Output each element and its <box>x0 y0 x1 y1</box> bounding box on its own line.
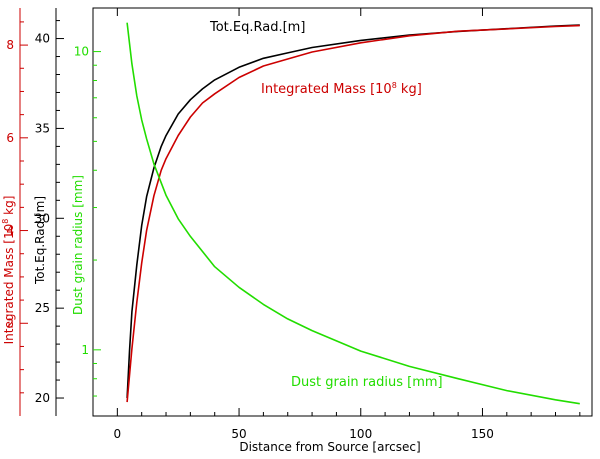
mass-axis-title-prefix: Integrated Mass [10 <box>2 224 16 345</box>
radius-series-label: Tot.Eq.Rad.[m] <box>209 20 305 35</box>
radius-tick-label: 30 <box>35 211 50 225</box>
mass-tick-label: 4 <box>6 224 14 238</box>
plot-frame <box>92 7 593 417</box>
mass-series-label-exp: 8 <box>392 81 397 90</box>
mass-series-label: Integrated Mass [108 kg] <box>261 81 422 97</box>
mass-tick-label: 6 <box>6 131 14 145</box>
radius-tick-label: 25 <box>35 301 50 315</box>
radius-tick-label: 40 <box>35 32 50 46</box>
x-tick-label: 0 <box>114 427 122 441</box>
mass-axis-title-exp: 8 <box>1 219 10 224</box>
mass-tick-label: 8 <box>6 38 14 52</box>
grain-tick-label: 1 <box>81 343 89 357</box>
grain-axis-title: Dust grain radius [mm] <box>71 175 85 315</box>
radius-axis-title: Tot.Eq.Rad.[m] <box>33 196 47 285</box>
series-line-mass <box>126 24 580 403</box>
radius-tick-label: 35 <box>35 121 50 135</box>
axis-lines <box>19 7 593 417</box>
x-tick-label: 150 <box>471 427 494 441</box>
mass-axis-title: Integrated Mass [108 kg] <box>1 196 16 345</box>
curves <box>126 22 580 405</box>
x-tick-label: 50 <box>231 427 246 441</box>
mass-series-label-prefix: Integrated Mass [10 <box>261 82 392 97</box>
ticks: 0 50 100 150 20 25 30 35 40 2 4 6 8 1 10 <box>6 8 581 441</box>
grain-series-label: Dust grain radius [mm] <box>291 375 443 390</box>
x-axis-title: Distance from Source [arcsec] <box>239 440 420 454</box>
grain-tick-label: 10 <box>74 45 89 59</box>
series-line-grain <box>126 22 580 405</box>
radius-tick-label: 20 <box>35 391 50 405</box>
mass-axis-title-suffix: kg] <box>2 196 16 219</box>
mass-tick-label: 2 <box>6 316 14 330</box>
x-tick-label: 100 <box>349 427 372 441</box>
mass-series-label-suffix: kg] <box>397 82 422 97</box>
